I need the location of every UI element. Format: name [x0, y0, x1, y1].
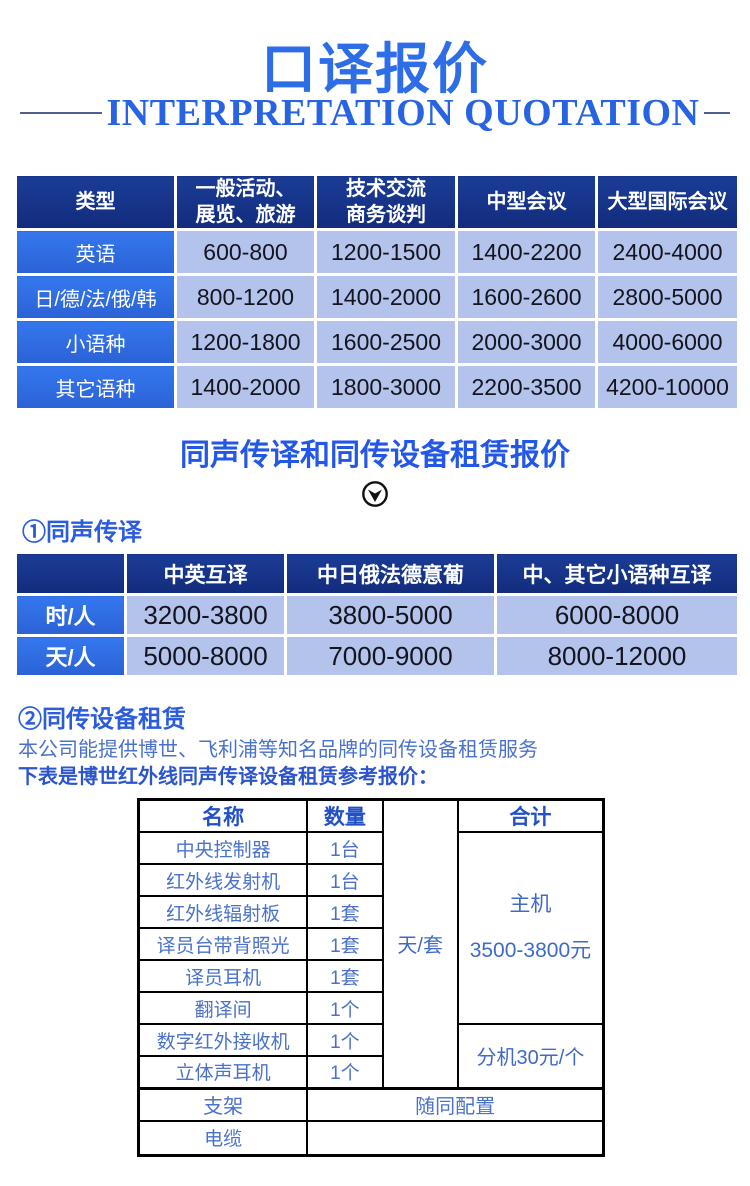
extension-total-cell: 分机30元/个: [456, 1023, 605, 1089]
equipment-rental-table: 名称 数量 天/套 合计 中央控制器 1台 主机 3500-3800元 红外线发…: [137, 798, 605, 1157]
price-cell: 3800-5000: [284, 593, 497, 637]
price-cell: 5000-8000: [124, 634, 287, 678]
item-qty: 1套: [306, 895, 384, 929]
table-row: 中央控制器 1台 主机 3500-3800元: [137, 831, 605, 1025]
price-cell: 1200-1500: [314, 228, 458, 276]
item-qty: 1个: [306, 1055, 384, 1089]
price-cell: 8000-12000: [494, 634, 740, 678]
page-title: 口译报价: [260, 38, 489, 100]
sim-section-heading: ①同声传译: [22, 519, 142, 546]
table-row: 翻译间 1个: [137, 991, 604, 1025]
table-row: 天/人 5000-8000 7000-9000 8000-12000: [14, 634, 740, 678]
header-cell: 中日俄法德意葡: [284, 551, 497, 596]
item-name: 电缆: [137, 1120, 309, 1156]
price-cell: 4000-6000: [595, 318, 740, 366]
price-cell: 1200-1800: [174, 318, 317, 366]
header-cell: 中、其它小语种互译: [494, 551, 740, 596]
price-cell: 7000-9000: [284, 634, 497, 678]
header-cell: 中英互译: [124, 551, 287, 596]
item-qty: 1台: [306, 831, 384, 865]
price-cell: 4200-10000: [595, 363, 740, 411]
header-cell: 技术交流 商务谈判: [314, 173, 458, 231]
price-cell: 1600-2600: [455, 273, 598, 321]
item-qty: 1套: [306, 959, 384, 993]
section-title: 同声传译和同传设备租赁报价: [180, 439, 570, 472]
table-row: 支架 随同配置: [137, 1086, 605, 1122]
table-row: 其它语种 1400-2000 1800-3000 2200-3500 4200-…: [14, 363, 740, 411]
price-cell: 6000-8000: [494, 593, 740, 637]
item-name: 红外线辐射板: [137, 895, 309, 929]
header-cell: 类型: [14, 173, 177, 231]
circle-down-arrow-icon: [0, 479, 750, 514]
equip-section-heading: ②同传设备租赁: [18, 706, 186, 733]
subtitle-right-rule: [704, 112, 731, 114]
header-cell: 中型会议: [455, 173, 598, 231]
host-total-cell: 主机 3500-3800元: [456, 831, 605, 1025]
price-cell: 2000-3000: [455, 318, 598, 366]
item-name: 支架: [137, 1086, 309, 1122]
item-name: 红外线发射机: [137, 863, 309, 897]
table-header-row: 名称 数量 天/套 合计: [137, 798, 605, 1089]
table-row: 日/德/法/俄/韩 800-1200 1400-2000 1600-2600 2…: [14, 273, 740, 321]
item-qty: 1套: [306, 927, 384, 961]
row-label: 其它语种: [14, 363, 177, 411]
item-name: 中央控制器: [137, 831, 309, 865]
price-cell: 1400-2200: [455, 228, 598, 276]
price-cell: 2800-5000: [595, 273, 740, 321]
page-subtitle: INTERPRETATION QUOTATION: [106, 92, 700, 134]
unit-cell: 天/套: [381, 798, 459, 1089]
table-row: 时/人 3200-3800 3800-5000 6000-8000: [14, 593, 740, 637]
price-cell: 3200-3800: [124, 593, 287, 637]
row-label: 英语: [14, 228, 177, 276]
item-name: 数字红外接收机: [137, 1023, 309, 1057]
simultaneous-quotation-table: 中英互译 中日俄法德意葡 中、其它小语种互译 时/人 3200-3800 380…: [14, 551, 740, 678]
interpretation-quotation-table: 类型 一般活动、 展览、旅游 技术交流 商务谈判 中型会议 大型国际会议 英语 …: [14, 173, 740, 411]
table-row: 译员台带背照光 1套: [137, 927, 604, 961]
price-cell: 1600-2500: [314, 318, 458, 366]
row-label: 天/人: [14, 634, 127, 678]
table-header-row: 类型 一般活动、 展览、旅游 技术交流 商务谈判 中型会议 大型国际会议: [14, 173, 740, 231]
table-row: 立体声耳机 1个: [137, 1055, 604, 1089]
price-cell: 2400-4000: [595, 228, 740, 276]
price-cell: 1400-2000: [174, 363, 317, 411]
price-cell: 800-1200: [174, 273, 317, 321]
table-row: 红外线发射机 1台: [137, 863, 604, 897]
row-label: 时/人: [14, 593, 127, 637]
header-cell: 大型国际会议: [595, 173, 740, 231]
price-cell: 1400-2000: [314, 273, 458, 321]
row-label: 小语种: [14, 318, 177, 366]
equip-intro-line2: 下表是博世红外线同声传译设备租赁参考报价：: [18, 766, 438, 788]
cable-value-cell: [306, 1120, 605, 1156]
header-cell: 名称: [137, 798, 309, 833]
header-cell: 数量: [306, 798, 384, 833]
page-subtitle-row: INTERPRETATION QUOTATION: [0, 92, 750, 134]
table-row: 电缆: [137, 1120, 605, 1156]
item-name: 译员耳机: [137, 959, 309, 993]
item-qty: 1个: [306, 1023, 384, 1057]
row-label: 日/德/法/俄/韩: [14, 273, 177, 321]
item-name: 立体声耳机: [137, 1055, 309, 1089]
price-cell: 600-800: [174, 228, 317, 276]
table-row: 英语 600-800 1200-1500 1400-2200 2400-4000: [14, 228, 740, 276]
header-cell: [14, 551, 127, 596]
price-cell: 1800-3000: [314, 363, 458, 411]
table-row: 小语种 1200-1800 1600-2500 2000-3000 4000-6…: [14, 318, 740, 366]
header-cell: 一般活动、 展览、旅游: [174, 173, 317, 231]
table-row: 译员耳机 1套: [137, 959, 604, 993]
table-row: 红外线辐射板 1套: [137, 895, 604, 929]
price-cell: 2200-3500: [455, 363, 598, 411]
bracket-value-cell: 随同配置: [306, 1086, 605, 1122]
table-header-row: 中英互译 中日俄法德意葡 中、其它小语种互译: [14, 551, 740, 596]
subtitle-left-rule: [19, 112, 102, 114]
equip-intro-line1: 本公司能提供博世、飞利浦等知名品牌的同传设备租赁服务: [18, 739, 538, 761]
item-name: 译员台带背照光: [137, 927, 309, 961]
table-row: 数字红外接收机 1个 分机30元/个: [137, 1023, 605, 1089]
item-name: 翻译间: [137, 991, 309, 1025]
header-cell: 合计: [456, 798, 605, 833]
item-qty: 1个: [306, 991, 384, 1025]
item-qty: 1台: [306, 863, 384, 897]
